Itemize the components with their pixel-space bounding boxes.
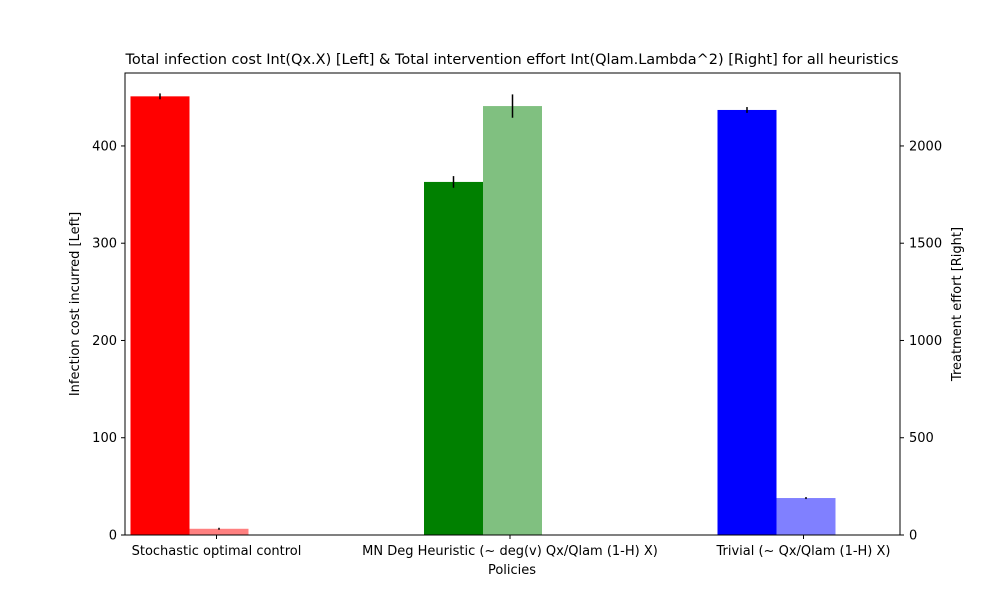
x-tick-label-2: Trivial (~ Qx/Qlam (1-H) X): [715, 544, 890, 559]
bar-left-2: [717, 109, 777, 536]
bar-right-2: [776, 498, 836, 535]
bar-right-1: [483, 106, 542, 536]
left-tick-label-2: 200: [92, 334, 117, 349]
x-axis: Stochastic optimal control MN Deg Heurist…: [132, 535, 891, 559]
right-tick-label-3: 1500: [909, 237, 942, 252]
right-axis: 0 500 1000 1500 2000: [900, 139, 942, 544]
x-tick-label-0: Stochastic optimal control: [132, 544, 302, 559]
x-axis-label: Policies: [488, 563, 536, 578]
chart-title: Total infection cost Int(Qx.X) [Left] & …: [124, 52, 898, 68]
bar-right-0: [189, 528, 249, 535]
left-tick-label-0: 0: [109, 529, 117, 544]
left-tick-label-4: 400: [92, 139, 117, 154]
plot-frame: [124, 72, 901, 536]
right-tick-label-2: 1000: [909, 334, 942, 349]
right-tick-label-0: 0: [909, 529, 917, 544]
right-axis-label: Treatment effort [Right]: [950, 227, 965, 382]
x-tick-label-1: MN Deg Heuristic (~ deg(v) Qx/Qlam (1-H)…: [362, 544, 658, 559]
error-bars-group: [159, 93, 807, 530]
right-tick-label-1: 500: [909, 431, 934, 446]
bar-left-0: [130, 96, 190, 536]
right-tick-label-4: 2000: [909, 139, 942, 154]
bar-left-1: [424, 181, 483, 535]
left-axis: 0 100 200 300 400: [92, 139, 125, 544]
left-tick-label-1: 100: [92, 431, 117, 446]
left-tick-label-3: 300: [92, 237, 117, 252]
left-axis-label: Infection cost incurred [Left]: [68, 212, 83, 396]
bars-group: [130, 96, 836, 536]
